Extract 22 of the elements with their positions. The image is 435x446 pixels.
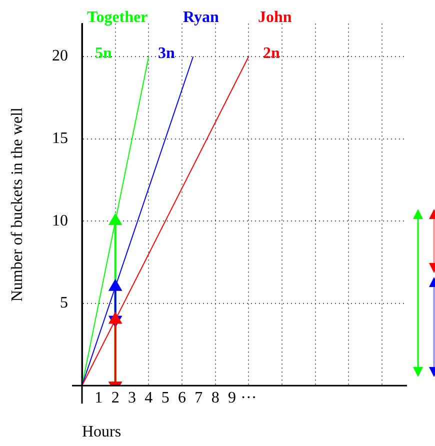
x-tick-label: ··· (240, 389, 257, 406)
x-tick-label: 2 (111, 389, 120, 406)
y-tick-label: 15 (52, 130, 68, 147)
annotation: 2n (263, 45, 280, 62)
y-axis-title: Number of buckets in the well (8, 106, 26, 302)
x-tick-label: 8 (211, 389, 220, 406)
series-label: John (258, 9, 292, 26)
x-tick-label: 1 (94, 389, 103, 406)
annotation: 5n (95, 45, 112, 62)
y-tick-label: 5 (60, 294, 68, 312)
y-tick-label: 20 (52, 48, 68, 65)
y-tick-label: 10 (52, 212, 68, 230)
x-tick-label: 7 (194, 389, 203, 406)
text: Ryan (183, 9, 219, 26)
series-label: Together (87, 9, 148, 26)
annotation: 3n (158, 45, 175, 62)
x-tick-label: 9 (228, 389, 236, 406)
x-tick-label: 6 (178, 389, 186, 406)
x-tick-label: 3 (128, 389, 136, 406)
x-tick-label: 4 (144, 389, 153, 406)
x-tick-label: 5 (161, 389, 170, 406)
x-axis-title: Hours (82, 424, 122, 441)
